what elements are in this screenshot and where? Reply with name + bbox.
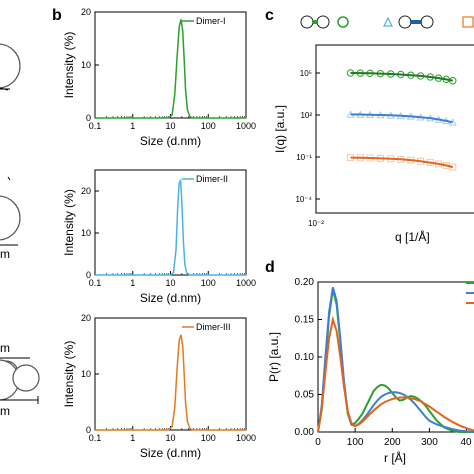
y-tick-label: 0.20 <box>295 277 315 288</box>
x-tick-label: 40 <box>460 437 472 448</box>
x-tick-label: 10 <box>165 433 175 443</box>
legend-label: Dimer-III <box>196 322 231 332</box>
series-line-Dimer-I <box>95 19 246 119</box>
y-tick-label: 0 <box>86 425 91 435</box>
x-tick-label: 1 <box>130 278 135 288</box>
schematic-c2-right <box>420 15 434 29</box>
x-axis-label: Size (d.nm) <box>140 134 201 148</box>
series-line-Dimer-II <box>95 178 246 276</box>
y-tick-label: 0.00 <box>295 427 315 438</box>
x-tick-label: 1 <box>130 433 135 443</box>
y-tick-label: 0 <box>86 113 91 123</box>
x-axis-label: Size (d.nm) <box>140 446 201 460</box>
fit-line-3 <box>350 156 454 169</box>
y-axis-label: Intensity (%) <box>62 32 76 99</box>
schematic-c1-left <box>300 15 314 29</box>
y-axis-label: P(r) [a.u.] <box>267 332 281 382</box>
fit-line-1 <box>350 72 453 82</box>
x-axis-label: Size (d.nm) <box>140 291 201 305</box>
schematic-c2-left <box>398 15 412 29</box>
x-tick-label: 100 <box>201 121 216 131</box>
dls-chart-1: 0.1 1 10 100 1000 0 10 20 Size (d.nm) Intensity (… <box>62 7 256 148</box>
y-axis-label: Intensity (%) <box>62 341 76 408</box>
y-axis-label: I(q) [a.u.] <box>273 105 287 153</box>
x-tick-label: 1000 <box>236 121 256 131</box>
y-tick-label: 0.10 <box>295 352 315 363</box>
dls-chart-2: 0.1 1 10 100 1000 0 10 20 Size (d.nm) Intensity (… <box>62 169 256 305</box>
x-tick-label: 0.1 <box>89 433 102 443</box>
x-tick-label: 0.1 <box>89 121 102 131</box>
pr-chart: 0 100 200 300 40 0.00 0.05 0.10 0.15 0.20 r [Å] P(r… <box>267 277 474 465</box>
y-tick-label: 10⁵ <box>300 69 312 78</box>
y-tick-label: 10 <box>81 228 91 238</box>
plot-frame <box>94 317 247 431</box>
plot-frame <box>94 11 247 119</box>
x-tick-label: 200 <box>384 437 401 448</box>
y-tick-label: 20 <box>81 7 91 17</box>
y-axis-label: Intensity (%) <box>62 189 76 256</box>
x-tick-label: 0 <box>315 437 321 448</box>
x-tick-label: 0.1 <box>89 278 102 288</box>
legend-label: Dimer-II <box>196 174 228 184</box>
legend-label: Dimer-I <box>196 16 226 26</box>
tick-mark-2 <box>7 176 11 181</box>
dimension-label-3a: m <box>0 341 10 355</box>
x-axis-label: r [Å] <box>384 450 406 465</box>
pr-series-2 <box>317 287 474 433</box>
x-tick-label: 1000 <box>236 278 256 288</box>
plot-frame <box>94 169 247 276</box>
y-tick-label: 20 <box>81 186 91 196</box>
schematic-c2-link <box>410 20 422 24</box>
x-tick-label: 10 <box>165 121 175 131</box>
legend-triangle-marker <box>383 16 393 27</box>
x-tick-label: 100 <box>201 433 216 443</box>
series-line-Dimer-III <box>95 334 246 431</box>
x-tick-label: 100 <box>201 278 216 288</box>
legend-square-marker <box>462 16 474 28</box>
dimension-label-3b: m <box>0 404 10 418</box>
sphere-2 <box>0 195 21 241</box>
sphere-1 <box>0 43 21 89</box>
x-axis-label: q [1/Å] <box>395 229 430 244</box>
y-tick-label: 0.05 <box>295 390 315 401</box>
y-tick-label: 10⁻⁴ <box>295 195 312 204</box>
x-tick-label: 1 <box>130 121 135 131</box>
sphere-3c <box>12 364 40 392</box>
legend-circle-marker <box>337 16 349 28</box>
schematic-c1-link <box>312 20 318 24</box>
dimension-label-2: m <box>0 247 10 261</box>
y-tick-label: 0 <box>86 270 91 280</box>
x-tick-label: 10⁻² <box>308 219 324 228</box>
pr-series-3 <box>317 315 474 433</box>
dimer-schematic-partial: m m m <box>0 43 40 418</box>
panel-label-d: d <box>265 259 275 276</box>
x-tick-label: 1000 <box>236 433 256 443</box>
y-tick-label: 10² <box>300 111 312 120</box>
panel-c-schematics <box>300 15 474 29</box>
schematic-c1-right <box>316 15 330 29</box>
x-tick-label: 300 <box>421 437 438 448</box>
panel-label-c: c <box>265 7 274 24</box>
y-tick-label: 0.15 <box>295 315 315 326</box>
y-tick-label: 10⁻¹ <box>296 153 312 162</box>
saxs-chart: 10⁻⁴ 10⁻¹ 10² 10⁵ 10⁻² q [1/Å] I(q) [a.u.] <box>273 44 474 244</box>
x-tick-label: 100 <box>347 437 364 448</box>
plot-frame <box>315 44 474 214</box>
y-tick-label: 10 <box>81 60 91 70</box>
x-tick-label: 10 <box>165 278 175 288</box>
panel-label-b: b <box>52 7 62 24</box>
y-tick-label: 10 <box>81 369 91 379</box>
fit-line-2 <box>350 113 454 124</box>
dls-chart-3: 0.1 1 10 100 1000 0 10 20 Size (d.nm) Intensity (… <box>62 313 256 460</box>
y-tick-label: 20 <box>81 313 91 323</box>
